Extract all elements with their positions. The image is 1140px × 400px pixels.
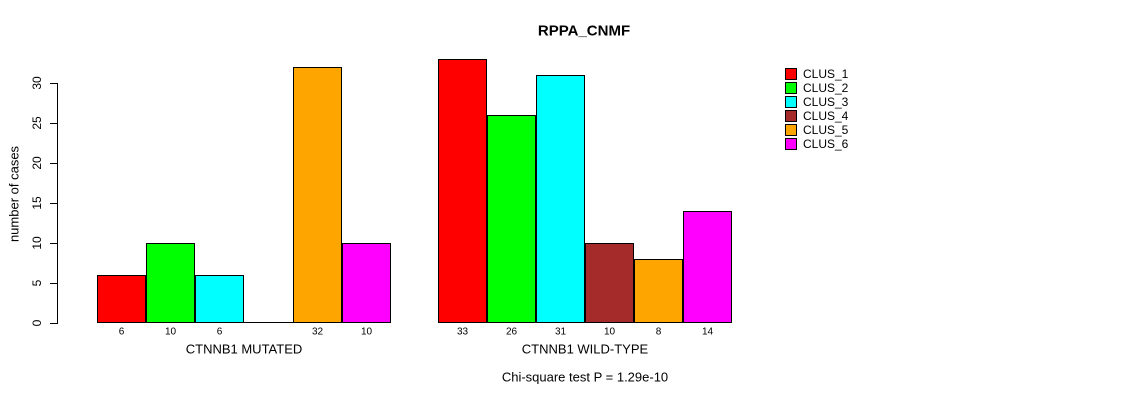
legend-swatch [785,68,797,80]
bar-value-label: 10 [603,326,616,338]
bar-value-label: 31 [554,326,567,338]
y-tick [50,163,57,164]
bar-value-label: 14 [701,326,714,338]
bar-value-label: 6 [216,326,223,338]
y-axis-label: number of cases [6,145,22,243]
y-tick-label: 0 [30,319,44,327]
y-tick-label: 5 [30,279,44,287]
zero-height-bar [244,322,293,323]
legend-label: CLUS_4 [803,108,849,123]
bar-value-label: 26 [505,326,518,338]
bar [195,275,244,323]
bar-value-label: 33 [456,326,469,338]
bar [438,59,487,323]
bar-value-label: 32 [311,326,324,338]
y-tick-label: 30 [30,76,44,90]
y-tick [50,283,57,284]
bar [487,115,536,323]
chi-square-annotation: Chi-square test P = 1.29e-10 [501,369,669,385]
legend-label: CLUS_1 [803,67,849,81]
group-label: CTNNB1 WILD-TYPE [521,341,649,357]
bar [585,243,634,323]
y-tick [50,123,57,124]
bar [536,75,585,323]
bar-value-label: 10 [360,326,373,338]
y-tick [50,323,57,324]
legend-label: CLUS_2 [803,80,849,95]
y-tick-label: 20 [30,156,44,170]
y-axis-line [57,83,58,324]
bar [97,275,146,323]
bar [342,243,391,323]
y-tick-label: 15 [30,196,44,210]
bar [146,243,195,323]
y-tick [50,203,57,204]
chart-title: RPPA_CNMF [537,22,631,40]
legend-swatch [785,137,797,150]
legend-label: CLUS_5 [803,122,849,137]
y-tick-label: 25 [30,116,44,130]
bar [634,259,683,323]
bar-value-label: 10 [164,326,177,338]
y-tick [50,83,57,84]
y-tick-label: 10 [30,236,44,250]
legend-label: CLUS_6 [803,136,849,151]
legend-swatch [785,95,797,108]
y-tick [50,243,57,244]
bar [683,211,732,323]
legend-swatch [785,123,797,136]
legend-swatch [785,109,797,122]
bar [293,67,342,323]
bar-value-label: 8 [655,326,662,338]
group-label: CTNNB1 MUTATED [185,341,303,357]
bar-value-label: 6 [118,326,125,338]
legend-label: CLUS_3 [803,94,849,109]
legend-swatch [785,81,797,94]
